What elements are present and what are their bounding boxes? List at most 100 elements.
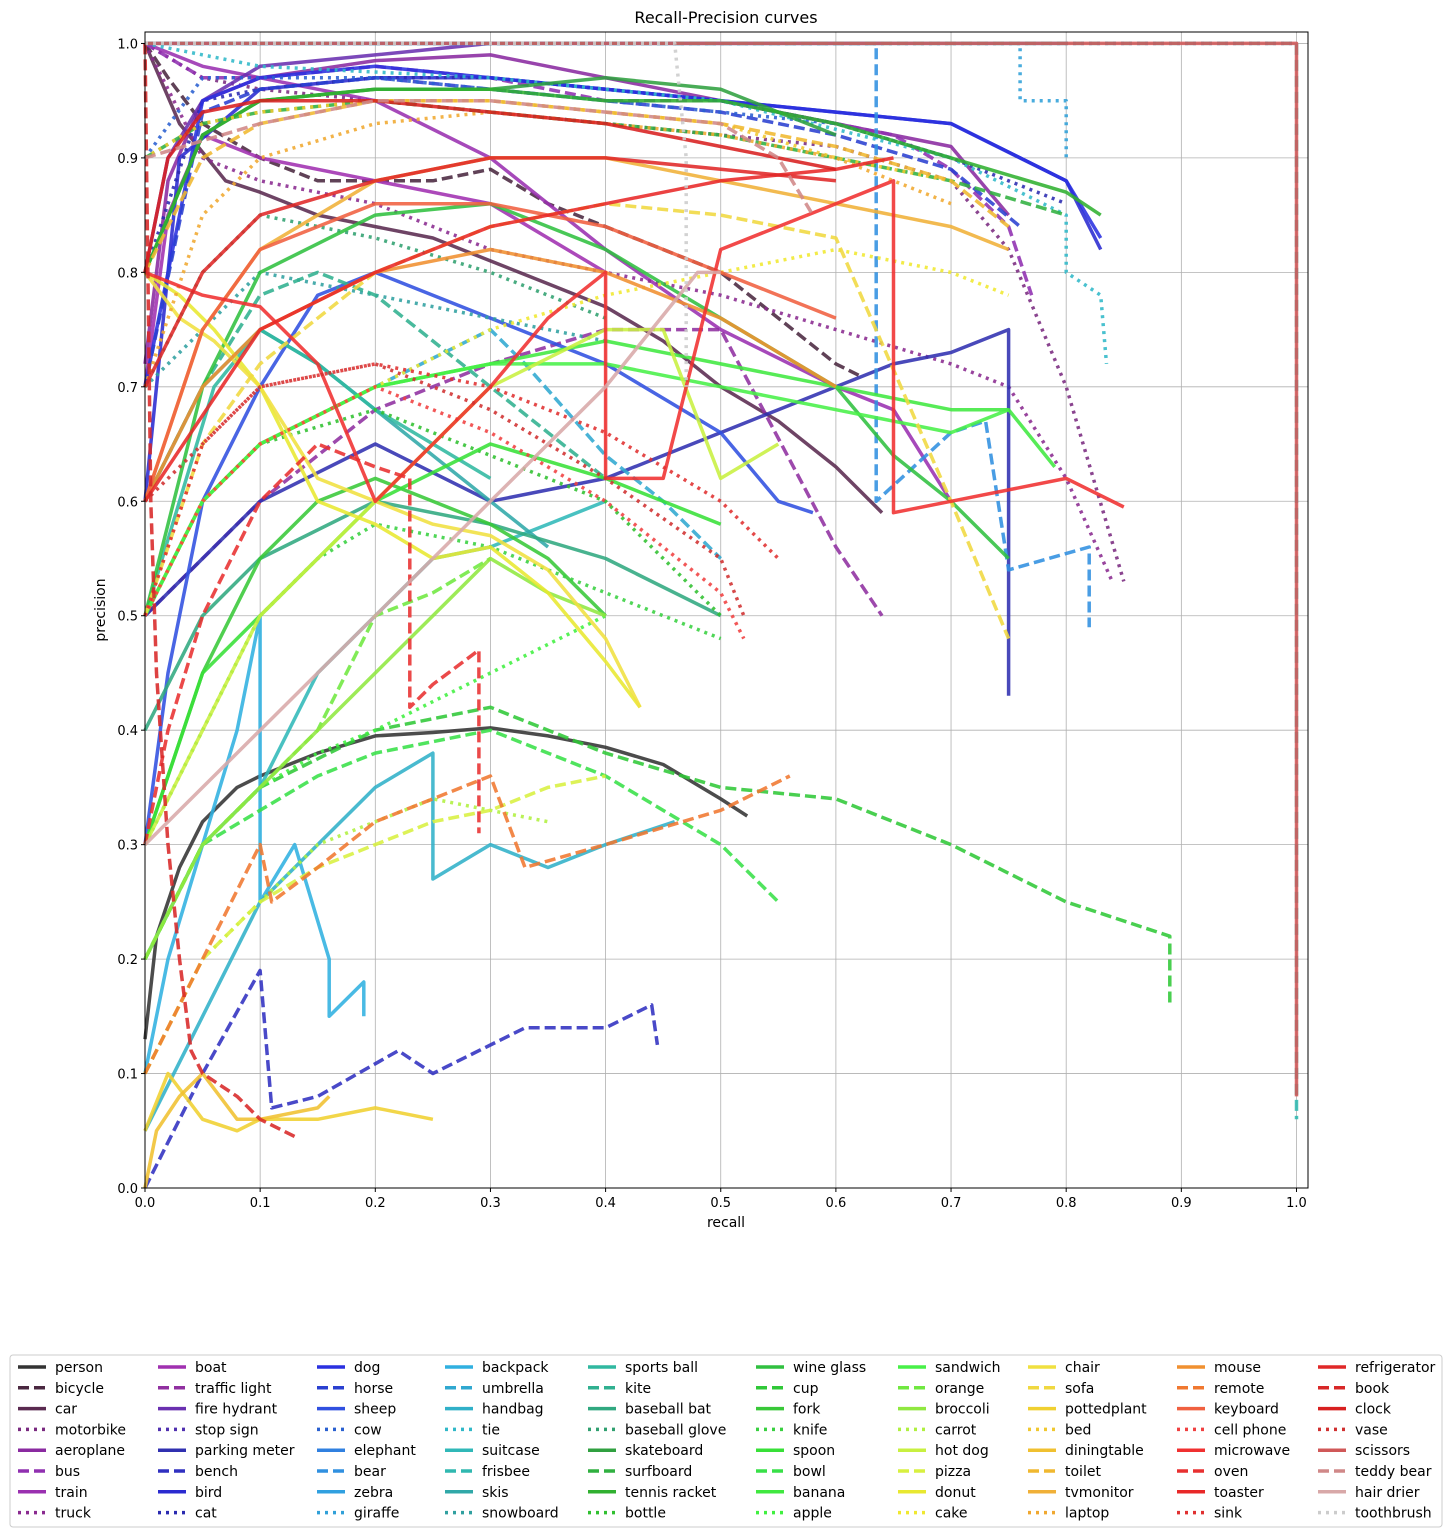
legend-label: microwave [1214,1443,1290,1459]
legend-label: snowboard [482,1506,559,1522]
legend-label: handbag [482,1402,544,1418]
y-tick-label: 0.1 [117,1068,138,1083]
legend-label: scissors [1355,1443,1410,1459]
legend-label: tennis racket [625,1485,717,1501]
legend-label: diningtable [1065,1443,1144,1459]
legend-label: vase [1355,1422,1388,1438]
y-tick-label: 0.6 [117,495,138,510]
series-line-wine-glass [143,201,1010,617]
legend-label: carrot [935,1422,977,1438]
y-axis-title: precision [93,578,109,641]
legend-label: kite [625,1381,651,1397]
legend-label: broccoli [935,1402,990,1418]
legend-label: laptop [1065,1506,1109,1522]
legend-label: surfboard [625,1464,692,1480]
legend-label: donut [935,1485,976,1501]
legend-label: mouse [1214,1360,1261,1376]
x-axis: 0.0 0.1 0.2 0.3 0.4 0.5 0.6 0.7 0.8 0.9 1.0 [135,1188,1307,1211]
legend-label: person [55,1360,103,1376]
legend-label: baseball glove [625,1422,726,1438]
series-line-bowl [143,728,780,960]
y-tick-label: 0.2 [117,953,138,968]
x-tick-label: 0.3 [480,1196,501,1211]
y-axis: 0.0 0.1 0.2 0.3 0.4 0.5 0.6 0.7 0.8 0.9 1.0 [117,37,145,1197]
legend-label: dog [354,1360,380,1376]
x-tick-label: 0.4 [595,1196,616,1211]
series-line-clock [143,98,837,273]
legend-label: skis [482,1485,509,1501]
series-line-microwave [144,179,1125,515]
legend-label: toothbrush [1355,1506,1432,1522]
legend-label: bed [1065,1422,1091,1438]
legend-label: cow [354,1422,382,1438]
legend-label: backpack [482,1360,549,1376]
legend-label: remote [1214,1381,1264,1397]
legend-label: umbrella [482,1381,544,1397]
legend-label: hair drier [1355,1485,1420,1501]
series-line-sports-ball [143,327,492,617]
series-line-knife [143,522,722,846]
legend-label: hot dog [935,1443,989,1459]
y-tick-label: 0.9 [117,152,138,167]
x-tick-label: 0.7 [941,1196,962,1211]
legend-label: car [55,1402,77,1418]
legend-label: keyboard [1214,1402,1279,1418]
legend-label: giraffe [354,1506,399,1522]
legend-label: cell phone [1214,1422,1286,1438]
series-line-scissors [145,41,1299,1097]
series-line-broccoli [143,556,607,960]
series-line-oven [143,442,481,845]
legend-label: chair [1065,1360,1100,1376]
y-tick-label: 0.3 [117,839,138,854]
legend-label: frisbee [482,1464,530,1480]
legend-label: cake [935,1506,968,1522]
legend-label: suitcase [482,1443,540,1459]
series-line-person [143,726,749,1040]
legend-label: teddy bear [1355,1464,1432,1480]
y-tick-label: 0.4 [117,724,138,739]
series-line-donut [144,270,642,709]
x-tick-label: 0.0 [135,1196,156,1211]
legend: person bicycle car motorbike aeroplane bus tra… [9,1354,1443,1528]
series-line-refrigerator [143,156,837,388]
series-line-sink [143,362,780,617]
legend-label: bus [55,1464,80,1480]
series-line-snowboard [143,270,606,389]
legend-label: spoon [793,1443,835,1459]
legend-label: sandwich [935,1360,1001,1376]
x-tick-label: 0.8 [1056,1196,1077,1211]
series-line-pottedplant [143,1071,434,1133]
legend-label: bird [195,1485,222,1501]
legend-label: cat [195,1506,217,1522]
legend-label: wine glass [793,1360,866,1376]
x-tick-label: 0.5 [710,1196,731,1211]
legend-label: fire hydrant [195,1402,278,1418]
legend-label: sheep [354,1402,396,1418]
legend-label: cup [793,1381,819,1397]
series-line-teddy-bear [144,98,815,217]
x-tick-label: 1.0 [1286,1196,1307,1211]
y-tick-label: 0.8 [117,266,138,281]
series-line-truck [143,42,1114,583]
series-layer [143,41,1299,1189]
legend-label: boat [195,1360,227,1376]
series-line-toaster [143,156,894,503]
legend-label: bicycle [55,1381,104,1397]
series-line-remote [143,774,791,1075]
series-line-car [143,42,884,514]
x-tick-label: 0.1 [250,1196,271,1211]
x-tick-label: 0.2 [365,1196,386,1211]
legend-label: skateboard [625,1443,703,1459]
legend-label: aeroplane [55,1443,125,1459]
series-line-giraffe [145,41,1068,158]
legend-label: bowl [793,1464,826,1480]
series-line-train [144,41,953,503]
legend-label: sink [1214,1506,1243,1522]
legend-label: oven [1214,1464,1248,1480]
legend-label: sports ball [625,1360,698,1376]
series-line-tennis-racket [143,87,1102,274]
legend-label: bear [354,1464,386,1480]
series-line-mouse [143,247,837,503]
legend-label: traffic light [195,1381,272,1397]
